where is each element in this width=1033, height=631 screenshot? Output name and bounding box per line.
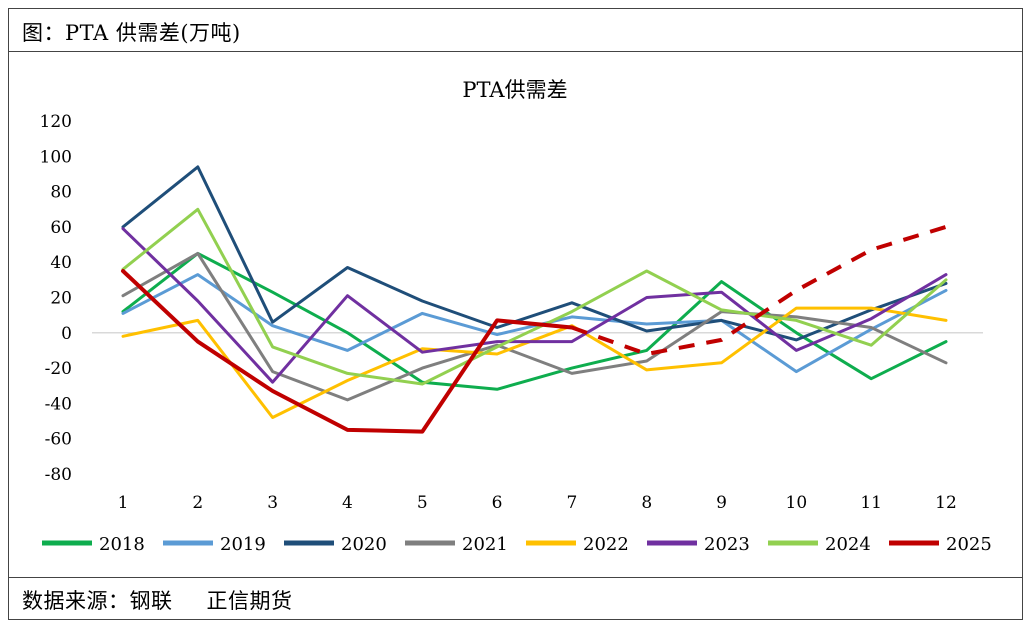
legend: 2018 2019 2020 2021 2022 2023 2024 2025 bbox=[42, 534, 992, 555]
x-axis: 1 2 3 4 5 6 7 8 9 10 11 12 bbox=[118, 493, 957, 513]
series-line-2025 bbox=[121, 269, 574, 434]
source-note: 数据来源：钢联 正信期货 bbox=[22, 585, 327, 615]
series-line-2020 bbox=[121, 165, 948, 342]
y-tick-label: -60 bbox=[45, 430, 72, 450]
legend-label-2018: 2018 bbox=[99, 534, 145, 555]
x-tick-label: 3 bbox=[267, 493, 278, 513]
y-tick-label: 0 bbox=[61, 324, 72, 344]
x-tick-label: 2 bbox=[192, 493, 203, 513]
x-tick-label: 10 bbox=[786, 493, 808, 513]
x-tick-label: 12 bbox=[935, 493, 957, 513]
source-org: 正信期货 bbox=[206, 589, 293, 613]
x-tick-label: 9 bbox=[716, 493, 727, 513]
series-line-2022 bbox=[121, 306, 948, 419]
series-line-2024 bbox=[121, 207, 948, 386]
x-tick-label: 7 bbox=[566, 493, 577, 513]
x-tick-label: 8 bbox=[641, 493, 652, 513]
y-tick-label: -20 bbox=[45, 359, 72, 379]
x-tick-label: 4 bbox=[342, 493, 353, 513]
y-tick-label: 40 bbox=[50, 253, 72, 273]
source-bar: 数据来源：钢联 正信期货 bbox=[8, 577, 1023, 620]
y-tick-label: 20 bbox=[50, 289, 72, 309]
x-tick-label: 11 bbox=[860, 493, 882, 513]
series-line-2025预测 bbox=[571, 224, 947, 356]
series-line-2018 bbox=[121, 251, 948, 391]
y-tick-label: 80 bbox=[50, 183, 72, 203]
y-tick-label: 120 bbox=[40, 112, 72, 132]
y-tick-label: -80 bbox=[45, 465, 72, 485]
legend-label-2023: 2023 bbox=[704, 534, 750, 555]
legend-label-2025: 2025 bbox=[946, 534, 992, 555]
source-label: 数据来源：钢联 bbox=[22, 589, 173, 613]
legend-label-2020: 2020 bbox=[341, 534, 387, 555]
y-tick-label: 100 bbox=[40, 147, 72, 167]
legend-label-2021: 2021 bbox=[462, 534, 508, 555]
legend-label-2019: 2019 bbox=[220, 534, 266, 555]
y-axis: -80 -60 -40 -20 0 20 40 60 80 100 120 bbox=[40, 112, 72, 485]
figure-caption-bar: 图：PTA 供需差(万吨) bbox=[8, 8, 1023, 52]
y-tick-label: 60 bbox=[50, 218, 72, 238]
series-line-2023 bbox=[121, 227, 948, 384]
x-tick-label: 1 bbox=[118, 493, 129, 513]
legend-label-2022: 2022 bbox=[583, 534, 629, 555]
figure-caption: 图：PTA 供需差(万吨) bbox=[22, 21, 241, 45]
x-tick-label: 6 bbox=[492, 493, 503, 513]
y-tick-label: -40 bbox=[45, 394, 72, 414]
figure-frame bbox=[8, 8, 1023, 620]
x-tick-label: 5 bbox=[417, 493, 428, 513]
chart-title: PTA供需差 bbox=[462, 78, 567, 102]
series-line-2021 bbox=[121, 251, 948, 402]
legend-label-2024: 2024 bbox=[825, 534, 871, 555]
series-lines bbox=[121, 165, 948, 434]
